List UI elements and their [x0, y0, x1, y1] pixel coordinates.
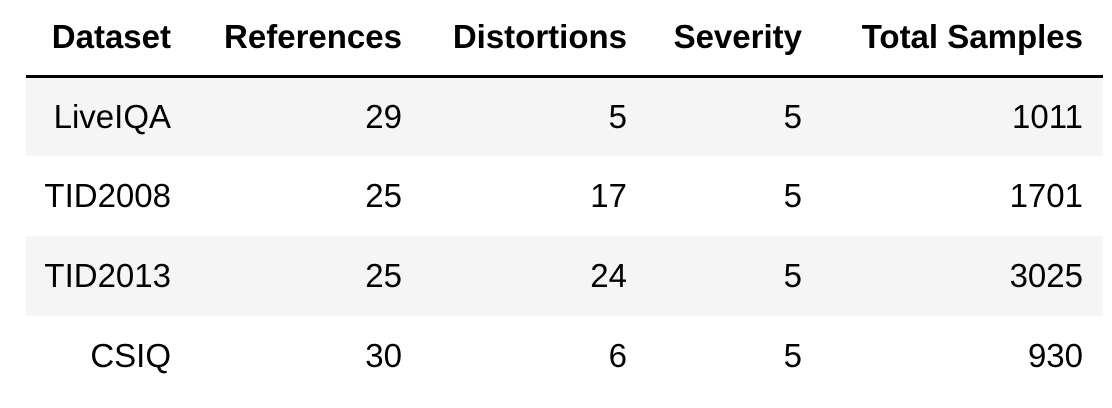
cell-dataset: TID2013: [26, 236, 191, 316]
cell-distortions: 6: [422, 316, 647, 396]
cell-total-samples: 3025: [822, 236, 1103, 316]
header-row: Dataset References Distortions Severity …: [26, 0, 1103, 78]
cell-references: 30: [191, 316, 422, 396]
table-body: LiveIQA 29 5 5 1011 TID2008 25 17 5 1701…: [26, 76, 1103, 396]
cell-severity: 5: [647, 156, 822, 236]
cell-severity: 5: [647, 236, 822, 316]
cell-references: 25: [191, 236, 422, 316]
cell-total-samples: 930: [822, 316, 1103, 396]
cell-dataset: LiveIQA: [26, 76, 191, 156]
cell-dataset: CSIQ: [26, 316, 191, 396]
cell-dataset: TID2008: [26, 156, 191, 236]
cell-total-samples: 1701: [822, 156, 1103, 236]
header-dataset: Dataset: [26, 0, 191, 78]
cell-severity: 5: [647, 316, 822, 396]
cell-total-samples: 1011: [822, 76, 1103, 156]
cell-severity: 5: [647, 76, 822, 156]
table-row: CSIQ 30 6 5 930: [26, 316, 1103, 396]
cell-references: 29: [191, 76, 422, 156]
cell-references: 25: [191, 156, 422, 236]
header-references: References: [191, 0, 422, 78]
header-total-samples: Total Samples: [822, 0, 1103, 78]
table-row: TID2013 25 24 5 3025: [26, 236, 1103, 316]
header-distortions: Distortions: [422, 0, 647, 78]
table-row: LiveIQA 29 5 5 1011: [26, 76, 1103, 156]
cell-distortions: 24: [422, 236, 647, 316]
header-severity: Severity: [647, 0, 822, 78]
dataset-table: Dataset References Distortions Severity …: [26, 0, 1103, 396]
cell-distortions: 17: [422, 156, 647, 236]
cell-distortions: 5: [422, 76, 647, 156]
table-header: Dataset References Distortions Severity …: [26, 0, 1103, 78]
table-row: TID2008 25 17 5 1701: [26, 156, 1103, 236]
